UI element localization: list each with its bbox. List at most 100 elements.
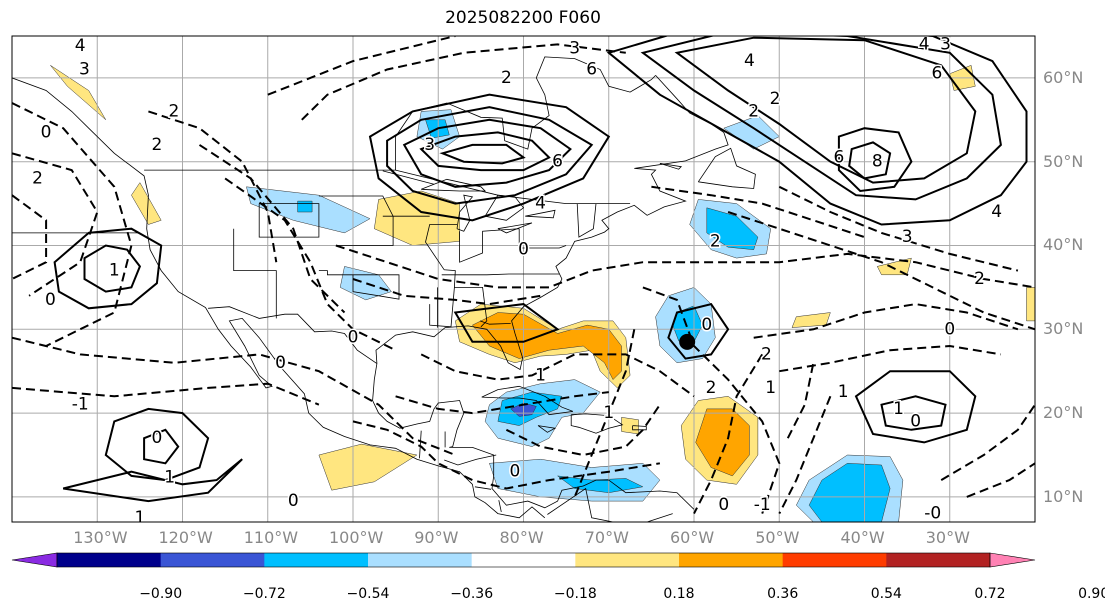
shaded-anomaly-fills: [50, 64, 1035, 522]
contour-great-lakes-high-5: [439, 143, 526, 165]
longitude-label: 100°W: [329, 528, 384, 547]
contour-dashed: [12, 152, 99, 297]
contour-label: 1: [838, 382, 849, 402]
coastline: [537, 425, 557, 433]
contour-mexico-high-inner: [143, 428, 180, 465]
map-title: 2025082200 F060: [445, 8, 601, 28]
contour-pacific-high-inner: [83, 244, 142, 293]
longitude-label: 50°W: [755, 528, 800, 547]
contour-label: 3: [569, 39, 580, 59]
contour-label: 0: [510, 462, 521, 482]
contour-label: 3: [424, 135, 435, 155]
contour-great-lakes-high-4: [419, 131, 551, 172]
coastline: [233, 228, 277, 319]
warm-anomaly-central-america-edge: [318, 443, 418, 491]
colorbar-segment: [368, 553, 473, 567]
contour-atlantic-high-4: [837, 127, 913, 193]
coastline: [576, 203, 597, 238]
contour-dashed: [778, 395, 832, 515]
colorbar-outline: [56, 552, 991, 568]
coastline: [481, 385, 574, 416]
coastline: [421, 178, 487, 192]
contour-pacific-high: [53, 227, 163, 310]
contour-great-lakes-high-2: [386, 106, 594, 205]
contour-east-atl-high-2: [880, 395, 947, 431]
colorbar-segment: [471, 553, 576, 567]
colorbar-segment: [575, 553, 680, 567]
contour-label: 2: [748, 101, 759, 121]
colorbar-tick-label: −0.72: [242, 586, 286, 602]
contour-dashed: [12, 102, 133, 347]
contour-dashed: [651, 185, 865, 239]
contour-label: 2: [152, 135, 163, 155]
latitude-label: 60°N: [1043, 67, 1084, 87]
contour-dashed: [12, 336, 456, 456]
coastline: [659, 163, 683, 170]
colorbar-tick-label: 0.90: [1078, 586, 1105, 602]
contour-label: 2: [761, 344, 772, 364]
contour-label: 6: [834, 148, 845, 168]
contour-label: 0: [910, 411, 921, 431]
contour-atlantic-high-3: [674, 36, 977, 184]
contour-label: 0: [718, 495, 729, 515]
cold-anomaly-40w-core: [808, 463, 891, 522]
contour-dashed: [420, 353, 695, 398]
contour-label: 0: [152, 428, 163, 448]
coastline: [525, 209, 556, 219]
longitude-label: 90°W: [414, 528, 459, 547]
coastline: [419, 430, 422, 459]
contour-label: 4: [535, 194, 546, 214]
longitude-label: 130°W: [73, 528, 128, 547]
longitude-label: 80°W: [499, 528, 544, 547]
coastline: [441, 273, 560, 276]
contour-dashed: [198, 144, 346, 314]
longitude-label: 40°W: [840, 528, 885, 547]
contour-dashed: [693, 353, 764, 515]
coastline: [697, 147, 756, 189]
contour-label: 0: [41, 122, 52, 142]
contour-dashed: [224, 177, 397, 352]
contour-label: -1: [754, 495, 771, 515]
contour-label: 4: [744, 51, 755, 71]
contour-label: 2: [710, 231, 721, 251]
contour-atlantic-high-2: [640, 36, 1002, 201]
colorbar-tick-label: 0.72: [974, 586, 1006, 602]
coastline: [498, 500, 502, 512]
contour-label: 8: [872, 152, 883, 172]
coastline: [547, 487, 673, 522]
contour-mexico-high: [104, 407, 210, 482]
contour-dashed: [573, 329, 636, 498]
longitude-label: 70°W: [584, 528, 629, 547]
contour-label: 4: [991, 202, 1002, 222]
colorbar-segment: [886, 553, 991, 567]
contour-label: 1: [765, 378, 776, 398]
contour-dashed: [352, 420, 661, 490]
coastline: [518, 228, 567, 249]
coastline: [444, 454, 497, 466]
colorbar-segment: [782, 553, 887, 567]
coastlines-borders: [12, 56, 756, 522]
contour-label: 2: [501, 68, 512, 88]
contour-label: -0: [924, 504, 941, 524]
contour-label: 0: [944, 319, 955, 339]
contour-lines: [12, 36, 1035, 515]
contour-low-bermuda-1: [667, 302, 730, 360]
colorbar-segment: [160, 553, 265, 567]
contour-dashed: [940, 404, 1035, 481]
contour-label: 0: [348, 328, 359, 348]
colorbar-min-extension: [11, 552, 58, 568]
coastline: [474, 486, 492, 490]
warm-anomaly-55w-core: [695, 408, 750, 477]
contour-dashed: [301, 43, 626, 121]
contour-label: 0: [275, 353, 286, 373]
contour-dashed: [505, 404, 661, 457]
coastline: [208, 306, 378, 364]
storm-center-marker: [679, 333, 696, 350]
contour-label: 0: [518, 240, 529, 260]
warm-anomaly-pacific-coast: [131, 182, 162, 225]
contour-dashed: [148, 110, 278, 263]
contour-dashed: [267, 36, 456, 96]
longitude-label: 60°W: [670, 528, 715, 547]
longitude-label: 30°W: [925, 528, 970, 547]
